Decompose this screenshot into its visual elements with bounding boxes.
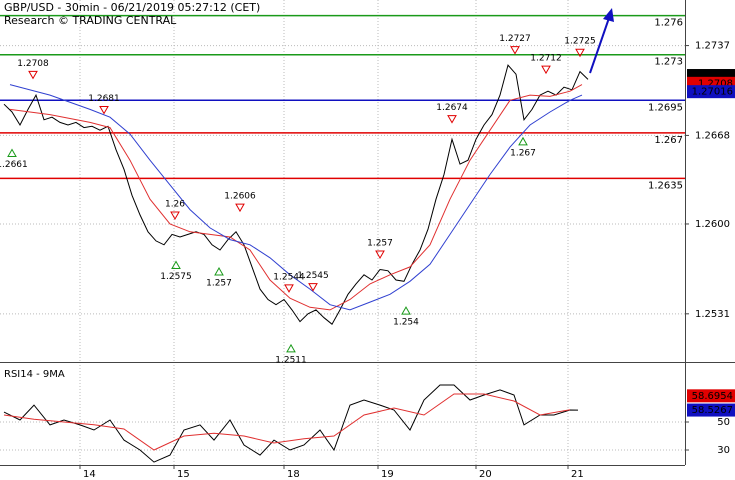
forecast-arrow [589,17,610,74]
peak-marker [308,283,318,292]
level-label: 1.273 [654,57,683,68]
value-box-label: 1.27016 [692,87,733,98]
x-tick-label: 14 [83,469,96,480]
peak-marker [170,211,180,220]
x-tick-label: 20 [479,469,492,480]
peak-marker [375,250,385,260]
peak-label: 1.257 [367,239,393,249]
peak-label: 1.2544 [273,272,305,282]
trough-marker [518,136,528,146]
peak-marker [575,48,585,58]
peak-marker [510,46,520,55]
level-label: 1.276 [654,18,683,29]
value-box-label: 1.2714 [698,71,733,82]
x-tick-label: 15 [177,469,190,480]
value-box-label: 58.6954 [692,391,733,402]
value-box [687,403,735,417]
peak-marker [99,105,109,115]
value-box-label: 58.5267 [692,405,733,416]
peak-marker [541,65,551,75]
peak-marker [235,203,245,213]
y-tick-label: 50 [717,417,730,428]
trough-label: 1.2661 [0,160,28,170]
trough-label: 1.267 [510,148,536,158]
trough-label: 1.2575 [160,272,192,282]
series-line [3,384,579,463]
series-line [9,84,583,311]
peak-marker [28,70,38,80]
peak-marker [284,284,294,293]
trough-label: 1.2511 [275,355,307,365]
peak-label: 1.2708 [17,59,49,69]
y-tick-label: 1.2668 [695,130,730,141]
chart-subtitle: Research © TRADING CENTRAL [4,14,177,27]
value-box [687,389,735,403]
level-label: 1.267 [654,135,683,146]
trough-marker [7,148,17,158]
x-tick-label: 21 [571,469,584,480]
trough-marker [401,306,411,315]
trough-marker [171,260,181,270]
trough-marker [214,267,224,276]
value-box-label: 1.2708 [698,78,733,89]
trough-label: 1.257 [206,279,232,289]
forecast-arrowhead [603,8,614,22]
trough-marker [286,343,296,353]
y-tick-label: 1.2600 [695,219,730,230]
peak-label: 1.2725 [564,37,596,47]
series-line [3,393,571,451]
level-label: 1.2635 [648,180,683,191]
rsi-title: RSI14 - 9MA [4,369,65,380]
peak-label: 1.26 [165,199,185,209]
level-label: 1.2695 [648,102,683,113]
x-tick-label: 19 [381,469,394,480]
series-line [3,64,589,325]
y-tick-label: 30 [717,445,730,456]
peak-label: 1.2545 [297,271,329,281]
peak-label: 1.2681 [88,94,120,104]
y-tick-label: 1.2737 [695,41,730,52]
peak-label: 1.2606 [224,192,256,202]
chart-title: GBP/USD - 30min - 06/21/2019 05:27:12 (C… [4,1,260,14]
y-tick-label: 1.2531 [695,309,730,320]
x-tick-label: 18 [287,469,300,480]
trough-label: 1.254 [393,318,419,328]
peak-label: 1.2674 [436,103,468,113]
peak-marker [447,115,457,124]
peak-label: 1.2712 [530,54,562,64]
peak-label: 1.2727 [499,34,531,44]
value-box [687,85,735,99]
series-line [9,84,583,311]
